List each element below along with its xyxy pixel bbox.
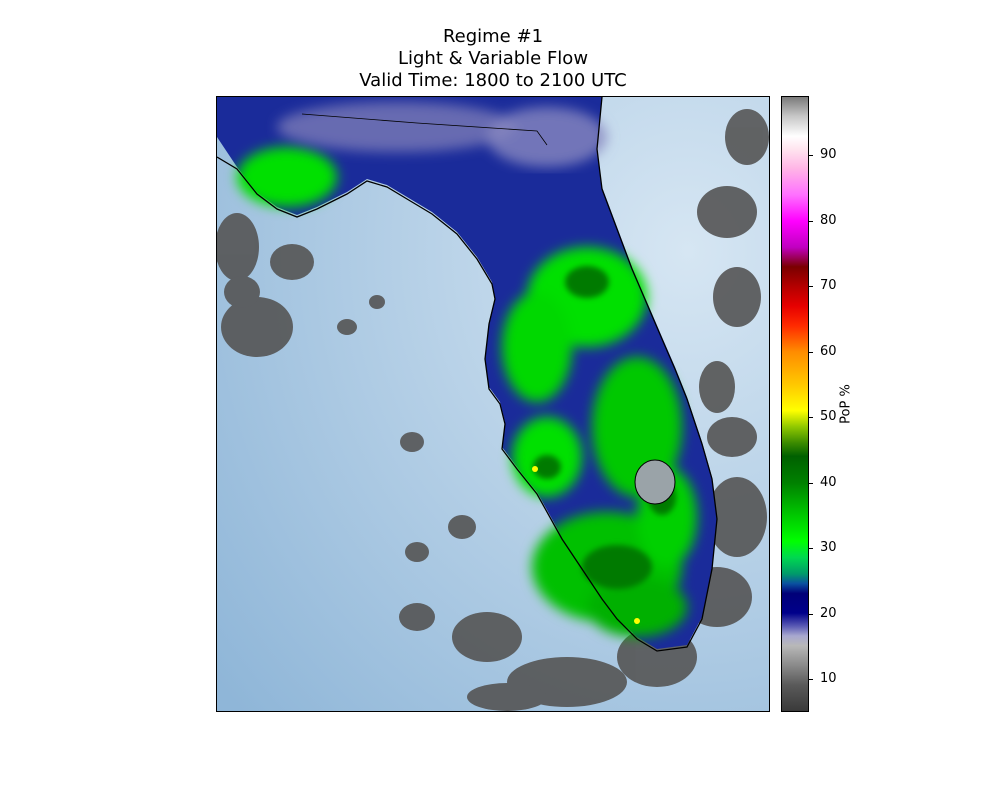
title-valid-time: Valid Time: 1800 to 2100 UTC	[359, 70, 627, 91]
pop-yellow-maxima	[532, 466, 640, 624]
tick-mark	[809, 351, 813, 353]
title-regime: Regime #1	[442, 26, 544, 47]
tick-mark	[809, 482, 813, 484]
offshore-showers	[217, 109, 769, 711]
tick-mark	[809, 220, 813, 222]
tick-mark	[809, 613, 813, 615]
tick-mark	[809, 679, 813, 681]
florida-peninsula	[217, 97, 717, 649]
tick-mark	[809, 417, 813, 419]
tick-label: 80	[820, 212, 837, 228]
tick-mark	[809, 548, 813, 550]
pop-colorbar	[781, 96, 809, 712]
tick-label: 70	[820, 278, 837, 293]
state-border	[301, 113, 548, 146]
tick-label: 90	[820, 147, 837, 162]
tick-label: 40	[820, 474, 837, 490]
map-title: Regime #1 Light & Variable Flow Valid Ti…	[216, 26, 770, 92]
lake-okeechobee	[634, 459, 676, 505]
colorbar-label: PoP %	[838, 384, 854, 424]
northern-low-pop	[277, 102, 607, 167]
tick-label: 20	[820, 605, 837, 621]
tick-label: 50	[820, 409, 837, 425]
title-flow: Light & Variable Flow	[397, 48, 589, 69]
tick-label: 30	[820, 540, 837, 556]
precipitation-map	[216, 96, 770, 712]
tick-mark	[809, 286, 813, 287]
florida-map-graphic	[217, 97, 769, 711]
tick-label: 10	[820, 671, 837, 687]
tick-label: 60	[820, 343, 837, 359]
coastline	[217, 97, 718, 652]
tick-mark	[809, 155, 813, 156]
